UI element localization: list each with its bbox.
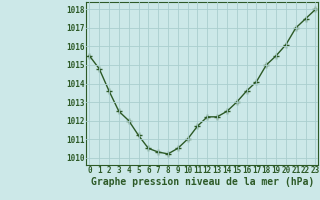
X-axis label: Graphe pression niveau de la mer (hPa): Graphe pression niveau de la mer (hPa): [91, 177, 314, 187]
